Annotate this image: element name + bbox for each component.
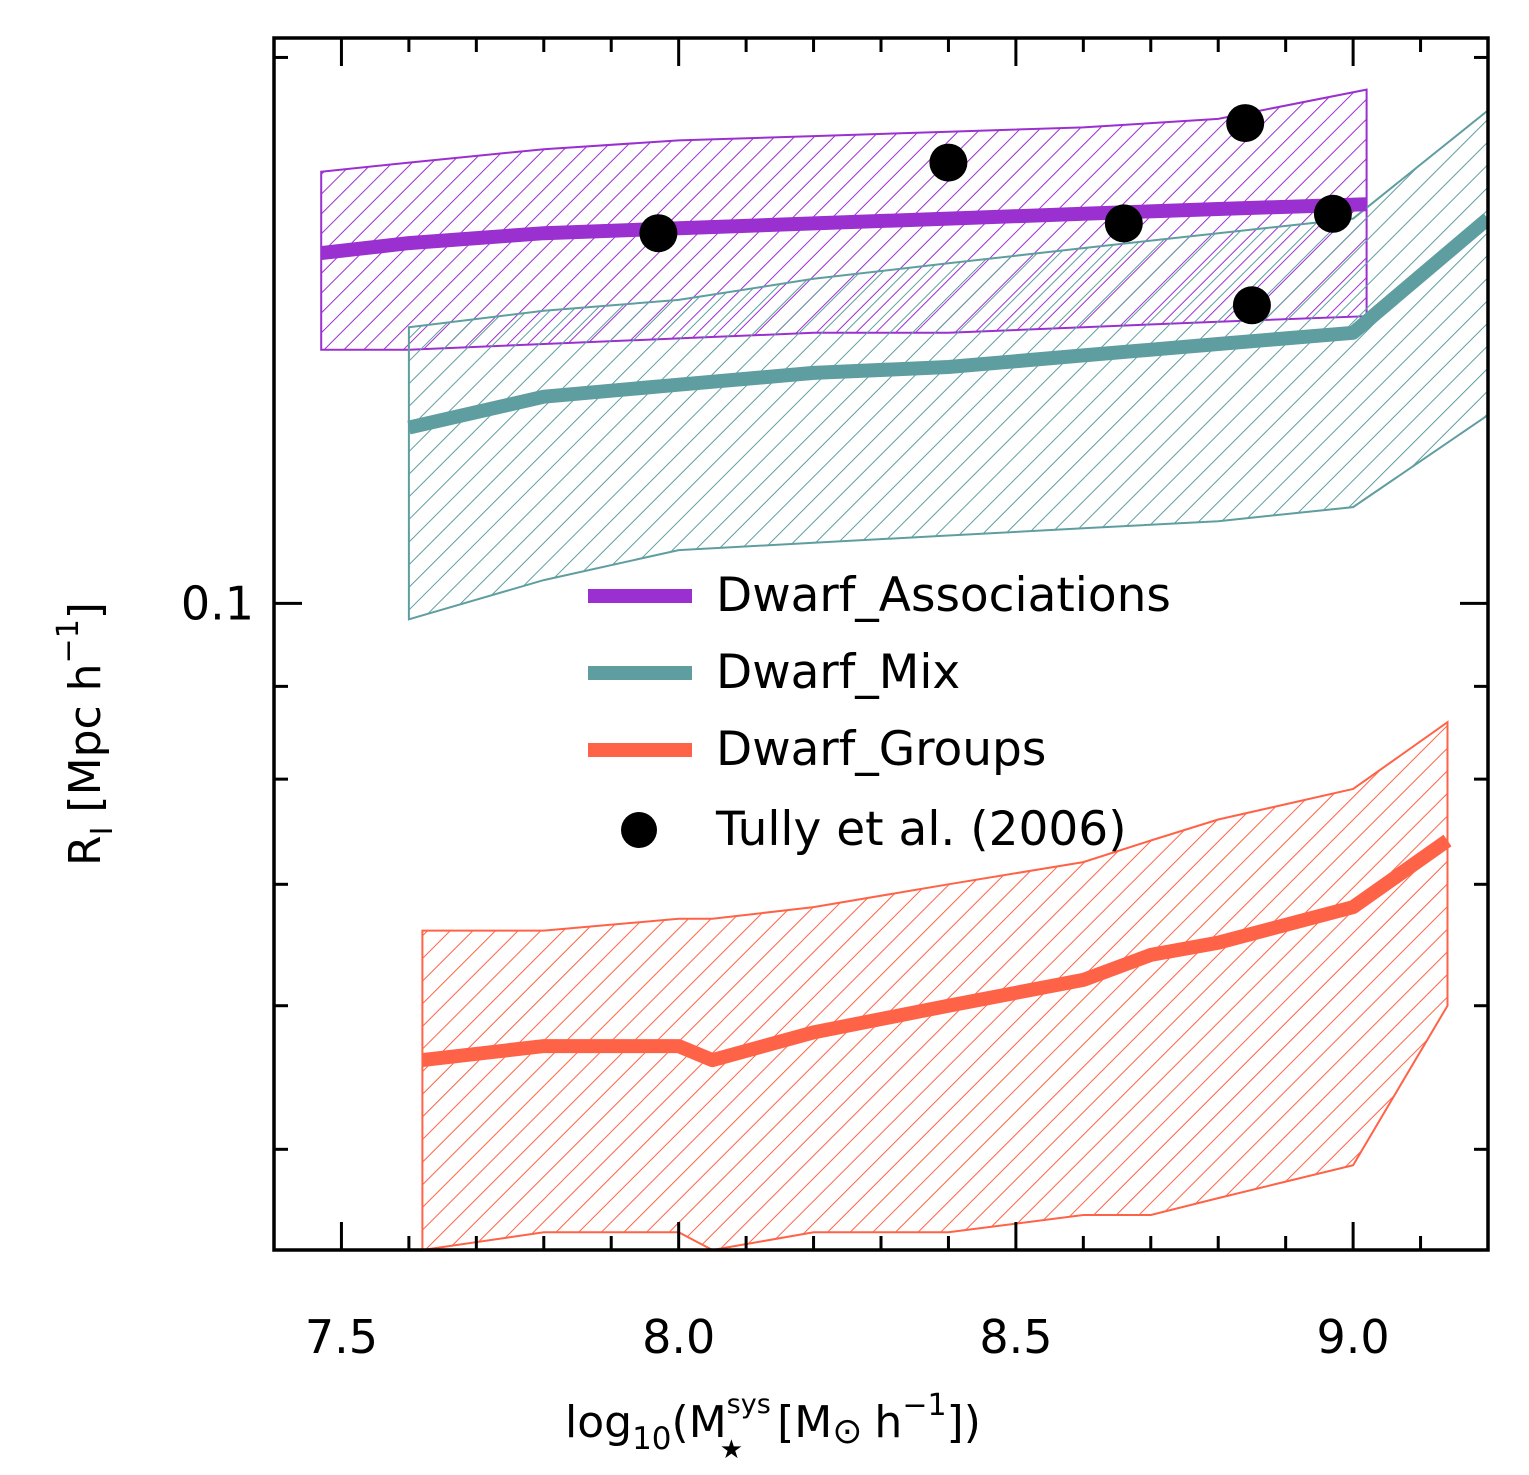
- legend-label-tully: Tully et al. (2006): [715, 802, 1127, 857]
- tully-point: [929, 143, 968, 182]
- y-tick-label: 0.1: [181, 576, 254, 630]
- legend-label-dwarf-mix: Dwarf_Mix: [716, 645, 960, 700]
- line-dwarf-mix: [407, 213, 1488, 435]
- legend: Dwarf_Associations Dwarf_Mix Dwarf_Group…: [588, 568, 1171, 857]
- tully-points: [639, 104, 1352, 325]
- axis-tick-labels: 7.5 8.0 8.5 9.0 0.1: [181, 576, 1390, 1364]
- tully-point: [639, 214, 678, 253]
- legend-label-dwarf-groups: Dwarf_Groups: [716, 722, 1046, 777]
- y-axis-label: RI[Mpc h−1]: [51, 602, 120, 866]
- x-axis-label: log10(Msys ★[M⊙ h−1]): [565, 1388, 981, 1465]
- tully-point: [1104, 204, 1143, 243]
- x-tick-label: 8.0: [642, 1310, 715, 1364]
- axis-ticks: [274, 38, 1488, 1250]
- legend-label-dwarf-associations: Dwarf_Associations: [716, 568, 1171, 623]
- series-lines: [320, 197, 1488, 1068]
- x-tick-label: 7.5: [305, 1310, 378, 1364]
- x-tick-label: 9.0: [1317, 1310, 1390, 1364]
- tully-point: [1226, 104, 1265, 143]
- tully-point: [1313, 194, 1352, 233]
- line-dwarf-groups: [421, 834, 1452, 1068]
- legend-marker-tully: [621, 812, 657, 848]
- band-dwarf-groups: [421, 720, 1449, 1250]
- line-dwarf-associations: [320, 197, 1367, 261]
- x-tick-label: 8.5: [979, 1310, 1052, 1364]
- tully-point: [1232, 286, 1271, 325]
- shaded-bands: [320, 88, 1488, 1250]
